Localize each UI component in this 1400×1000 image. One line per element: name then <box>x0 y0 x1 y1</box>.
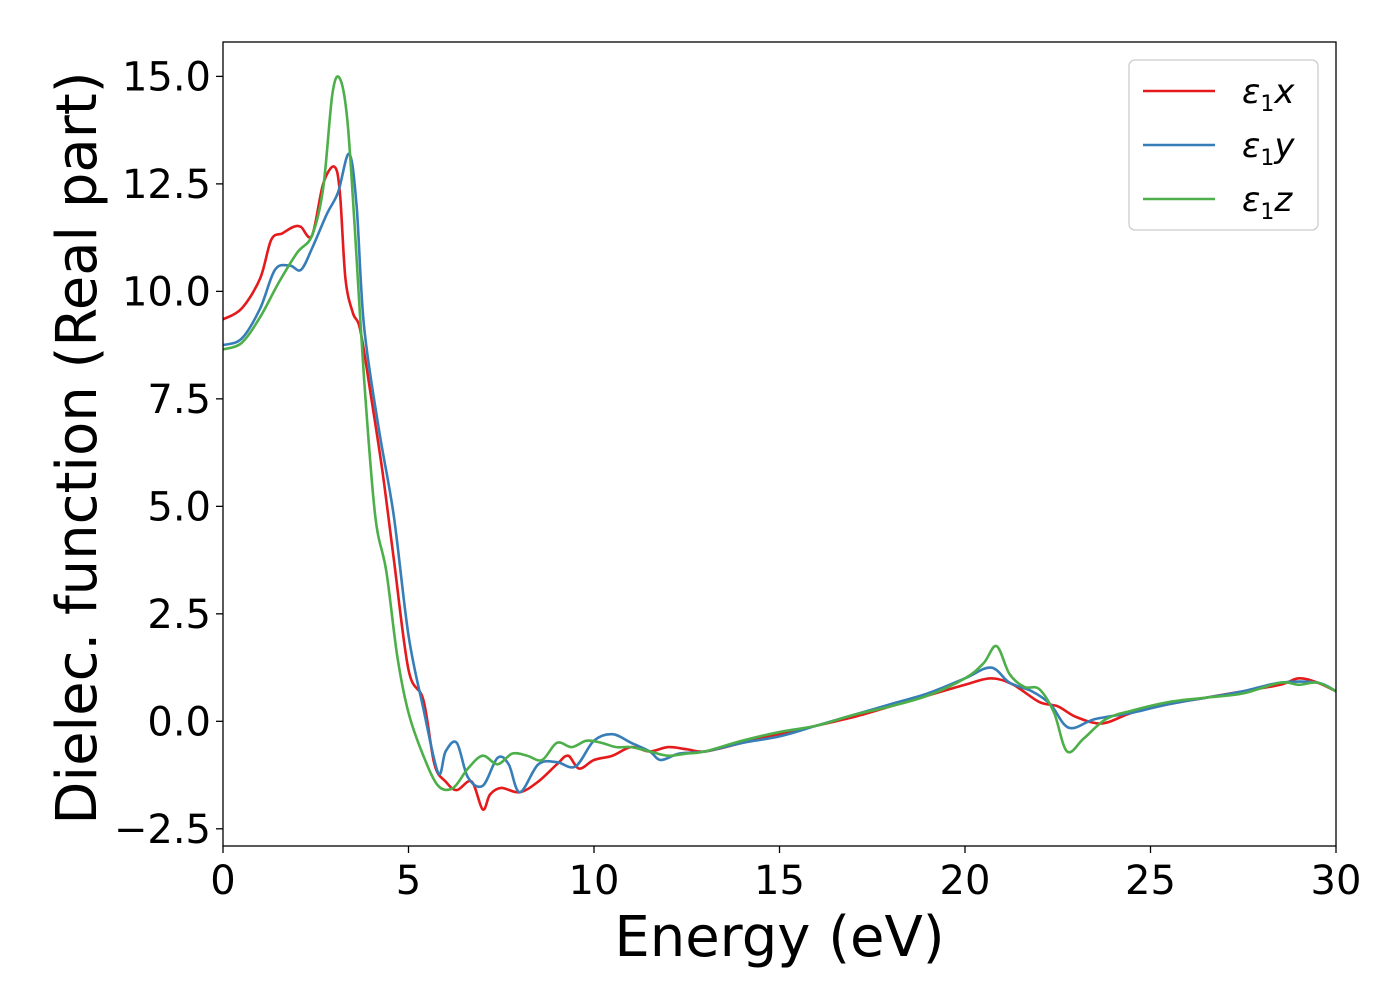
legend-item-z: ε1z <box>1143 180 1293 225</box>
y-axis-title: Dielec. function (Real part) <box>45 71 110 824</box>
y-tick-label: 12.5 <box>122 162 211 208</box>
x-tick-label: 30 <box>1311 858 1362 904</box>
x-tick-label: 15 <box>754 858 805 904</box>
legend-symbol: ε <box>1242 180 1260 220</box>
x-tick-label: 20 <box>940 858 991 904</box>
legend-subscript: 1 <box>1260 92 1274 117</box>
legend-label: ε1z <box>1242 180 1293 225</box>
legend-item-y: ε1y <box>1143 126 1295 171</box>
legend-component: x <box>1273 72 1295 112</box>
legend-subscript: 1 <box>1260 146 1274 171</box>
y-axis: −2.5 0.0 2.5 5.0 7.5 10.0 12.5 15.0 <box>114 54 223 853</box>
x-axis-title: Energy (eV) <box>614 905 944 970</box>
y-tick-label: 2.5 <box>147 592 211 638</box>
y-tick-label: 5.0 <box>147 484 211 530</box>
x-tick-label: 5 <box>396 858 421 904</box>
legend-item-x: ε1x <box>1143 72 1295 117</box>
legend-subscript: 1 <box>1260 200 1274 225</box>
x-tick-label: 25 <box>1125 858 1176 904</box>
legend-component: y <box>1273 126 1295 166</box>
legend-symbol: ε <box>1242 126 1260 166</box>
x-tick-label: 10 <box>569 858 620 904</box>
x-tick-label: 0 <box>210 858 235 904</box>
y-tick-label: 7.5 <box>147 377 211 423</box>
y-tick-label: 0.0 <box>147 699 211 745</box>
series-layer <box>223 75 1336 811</box>
legend-label: ε1x <box>1242 72 1295 117</box>
y-tick-label: −2.5 <box>114 807 211 853</box>
series-line-z <box>223 75 1336 792</box>
x-axis: 0 5 10 15 20 25 30 <box>210 846 1361 904</box>
y-tick-label: 10.0 <box>122 269 211 315</box>
legend-symbol: ε <box>1242 72 1260 112</box>
y-tick-label: 15.0 <box>122 54 211 100</box>
legend-label: ε1y <box>1242 126 1295 171</box>
legend-box <box>1128 59 1319 231</box>
legend-component: z <box>1273 180 1293 220</box>
